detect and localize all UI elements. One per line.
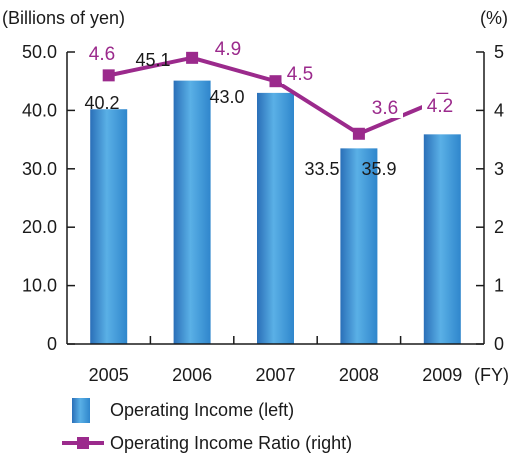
bar-2009: [423, 134, 461, 344]
ratio-value-label-2005: 4.6: [89, 44, 115, 65]
left-axis-ticks: 0 10.0 20.0 30.0 40.0 50.0: [22, 42, 57, 354]
ratio-label-bg: [210, 37, 246, 59]
bar-2007: [257, 92, 294, 344]
ratio-value-label-2009: 4.2: [427, 96, 453, 117]
right-tick-label: 4: [494, 100, 504, 120]
axes: [66, 51, 485, 345]
ratio-label-bg: [422, 94, 458, 116]
left-tick-label: 50.0: [22, 42, 57, 62]
x-axis-unit: (FY): [474, 365, 509, 385]
data-labels: 40.2 45.1 43.0 33.5 35.9 4.6 4.9 4.5 3.6 4.2: [84, 37, 458, 179]
bar-2006: [173, 80, 211, 344]
ratio-point-2008: [352, 127, 365, 140]
category-label-2006: 2006: [172, 365, 212, 385]
right-axis-ticks: 0 1 2 3 4 5: [494, 42, 504, 354]
category-labels: 2005 2006 2007 2008 2009: [89, 365, 463, 385]
ratio-point-2005: [102, 69, 115, 82]
right-tick-label: 2: [494, 217, 504, 237]
category-label-2007: 2007: [255, 365, 295, 385]
bar-value-label-2006: 45.1: [135, 50, 170, 70]
left-tick-label: 0: [47, 334, 57, 354]
bar-value-label-2007: 43.0: [209, 87, 244, 107]
ratio-point-2007: [269, 75, 282, 88]
ratio-value-label-2006: 4.9: [215, 39, 241, 60]
legend-bar-label: Operating Income (left): [110, 400, 294, 420]
bar-value-label-2008: 33.5: [304, 159, 339, 179]
ratio-value-label-2007: 4.5: [287, 64, 313, 85]
left-axis-unit: (Billions of yen): [2, 8, 125, 28]
legend-bar-swatch: [72, 398, 90, 423]
category-label-2008: 2008: [339, 365, 379, 385]
right-tick-label: 3: [494, 159, 504, 179]
bar-value-label-2009: 35.9: [361, 159, 396, 179]
bar-value-label-2005: 40.2: [84, 93, 119, 113]
ratio-label-bg: [367, 96, 403, 118]
ratio-label-bg: [84, 42, 120, 64]
left-tick-label: 40.0: [22, 100, 57, 120]
legend-line-marker: [77, 437, 89, 449]
category-label-2009: 2009: [422, 365, 462, 385]
right-tick-label: 0: [494, 334, 504, 354]
ratio-value-label-2008: 3.6: [372, 98, 398, 119]
bar-series: [90, 80, 461, 345]
ratio-label-bg: [282, 62, 318, 84]
bar-2005: [90, 109, 128, 345]
legend: Operating Income (left) Operating Income…: [62, 398, 352, 453]
bar-2008: [340, 148, 378, 344]
right-tick-label: 5: [494, 42, 504, 62]
category-label-2005: 2005: [89, 365, 129, 385]
left-tick-label: 30.0: [22, 159, 57, 179]
legend-line-label: Operating Income Ratio (right): [110, 433, 352, 453]
right-tick-label: 1: [494, 276, 504, 296]
left-tick-label: 10.0: [22, 276, 57, 296]
right-axis-unit: (%): [480, 8, 508, 28]
ratio-point-2006: [186, 51, 199, 64]
left-tick-label: 20.0: [22, 217, 57, 237]
